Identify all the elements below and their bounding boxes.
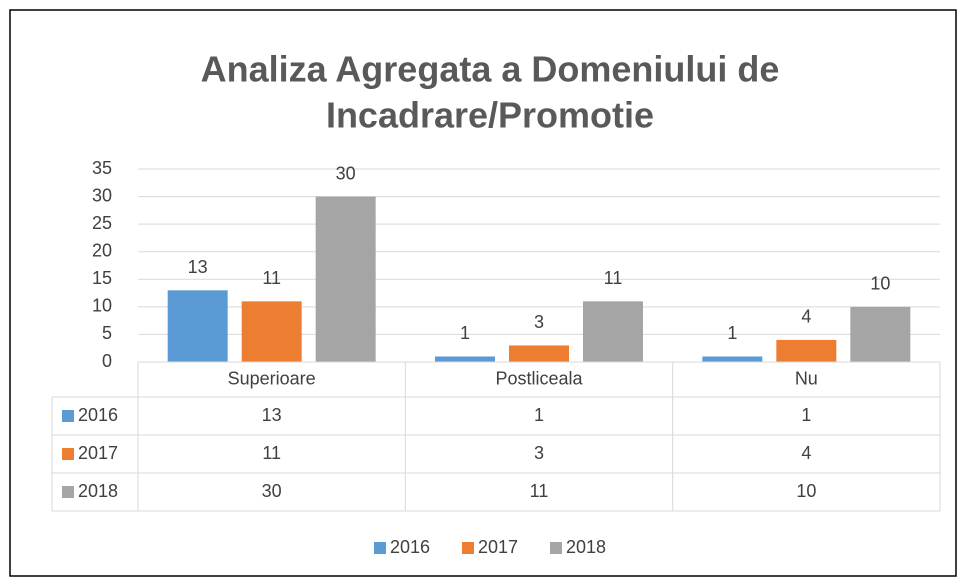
- table-cell: 30: [262, 481, 282, 501]
- legend-key: [62, 410, 74, 422]
- y-tick-label: 30: [92, 185, 112, 205]
- table-series-name: 2018: [78, 481, 118, 501]
- legend-key: [550, 542, 562, 554]
- y-tick-label: 20: [92, 240, 112, 260]
- bar: [702, 356, 763, 362]
- data-label: 11: [262, 268, 281, 288]
- bar: [850, 306, 911, 362]
- legend-key: [62, 448, 74, 460]
- table-cell: 4: [801, 443, 811, 463]
- data-label: 30: [336, 163, 356, 183]
- y-tick-label: 0: [102, 351, 112, 371]
- data-label: 1: [460, 323, 470, 343]
- bar: [583, 301, 643, 362]
- y-tick-label: 25: [92, 213, 112, 233]
- y-tick-label: 15: [92, 268, 112, 288]
- table-cell: 11: [530, 481, 549, 501]
- data-label: 4: [801, 307, 811, 327]
- bar: [241, 301, 302, 362]
- x-tick-label: Superioare: [228, 368, 316, 388]
- chart-title: Incadrare/Promotie: [326, 95, 654, 136]
- table-series-name: 2017: [78, 443, 118, 463]
- data-label: 10: [870, 274, 890, 294]
- legend-key: [462, 542, 474, 554]
- legend-label: 2018: [566, 537, 606, 557]
- data-label: 11: [604, 268, 623, 288]
- bar: [315, 196, 376, 362]
- table-cell: 11: [262, 443, 281, 463]
- data-label: 3: [534, 312, 544, 332]
- x-tick-label: Postliceala: [495, 368, 583, 388]
- legend-label: 2017: [478, 537, 518, 557]
- y-tick-label: 10: [92, 296, 112, 316]
- chart-title: Analiza Agregata a Domeniului de: [201, 49, 780, 90]
- legend-key: [62, 486, 74, 498]
- table-cell: 3: [534, 443, 544, 463]
- bar: [167, 290, 228, 362]
- bar: [776, 339, 837, 362]
- table-series-name: 2016: [78, 405, 118, 425]
- legend-label: 2016: [390, 537, 430, 557]
- legend-key: [374, 542, 386, 554]
- data-label: 1: [727, 323, 737, 343]
- bar: [509, 345, 569, 362]
- y-tick-label: 5: [102, 323, 112, 343]
- table-cell: 10: [796, 481, 816, 501]
- y-tick-label: 35: [92, 158, 112, 178]
- table-cell: 1: [534, 405, 544, 425]
- x-tick-label: Nu: [795, 368, 818, 388]
- data-label: 13: [188, 257, 208, 277]
- table-cell: 1: [801, 405, 811, 425]
- table-cell: 13: [262, 405, 282, 425]
- bar: [435, 356, 495, 362]
